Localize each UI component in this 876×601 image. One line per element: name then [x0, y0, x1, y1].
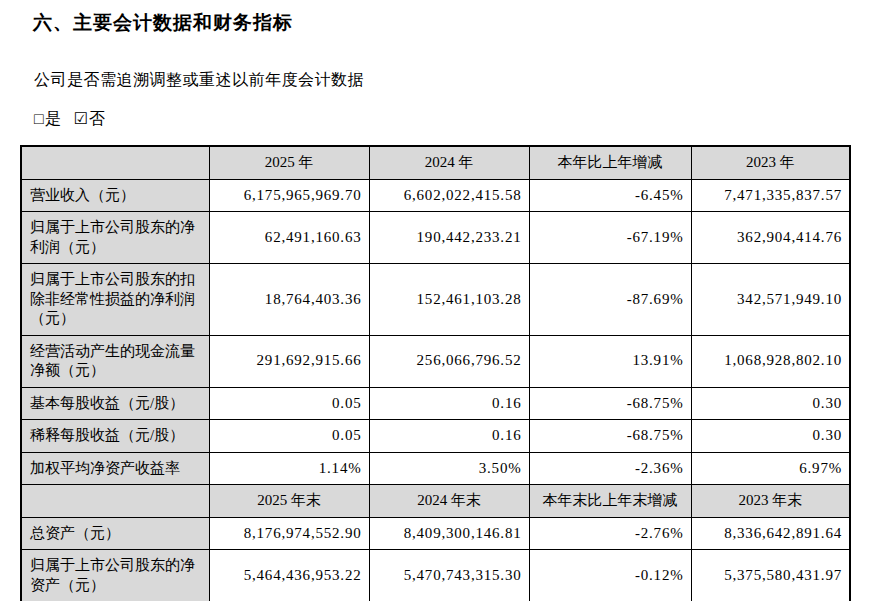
row-label: 归属于上市公司股东的净资产（元） [21, 550, 209, 601]
value-cell: 0.30 [691, 420, 850, 453]
column-header: 2025 年 [209, 146, 369, 179]
value-cell: 8,409,300,146.81 [369, 517, 529, 550]
table-row: 总资产（元）8,176,974,552.908,409,300,146.81-2… [21, 517, 850, 550]
value-cell: 0.05 [209, 387, 369, 420]
column-header: 本年末比上年末增减 [529, 485, 691, 518]
value-cell: 0.16 [369, 420, 529, 453]
value-cell: 8,176,974,552.90 [209, 517, 369, 550]
value-cell: 152,461,103.28 [369, 264, 529, 336]
table-row: 基本每股收益（元/股）0.050.16-68.75%0.30 [21, 387, 850, 420]
column-header: 2024 年末 [369, 485, 529, 518]
table-row: 归属于上市公司股东的净利润（元）62,491,160.63190,442,233… [21, 212, 850, 264]
value-cell: 0.30 [691, 387, 850, 420]
value-cell: 190,442,233.21 [369, 212, 529, 264]
row-label: 稀释每股收益（元/股） [21, 420, 209, 453]
value-cell: 6.97% [691, 452, 850, 485]
row-label: 归属于上市公司股东的净利润（元） [21, 212, 209, 264]
value-cell: 5,470,743,315.30 [369, 550, 529, 601]
value-cell: 256,066,796.52 [369, 335, 529, 387]
value-cell: -0.12% [529, 550, 691, 601]
corner-header-cell [21, 485, 209, 518]
checkbox-checked-icon: ☑ [74, 110, 88, 127]
value-cell: 5,375,580,431.97 [691, 550, 850, 601]
table-row: 归属于上市公司股东的净资产（元）5,464,436,953.225,470,74… [21, 550, 850, 601]
value-cell: -87.69% [529, 264, 691, 336]
value-cell: -68.75% [529, 387, 691, 420]
value-cell: -2.76% [529, 517, 691, 550]
value-cell: 1.14% [209, 452, 369, 485]
value-cell: 62,491,160.63 [209, 212, 369, 264]
table-header-row: 2025 年2024 年本年比上年增减2023 年 [21, 146, 850, 179]
value-cell: -2.36% [529, 452, 691, 485]
checkbox-unchecked-icon: □ [34, 110, 44, 127]
value-cell: 291,692,915.66 [209, 335, 369, 387]
value-cell: 5,464,436,953.22 [209, 550, 369, 601]
value-cell: 362,904,414.76 [691, 212, 850, 264]
table-row: 加权平均净资产收益率1.14%3.50%-2.36%6.97% [21, 452, 850, 485]
value-cell: -68.75% [529, 420, 691, 453]
value-cell: 1,068,928,802.10 [691, 335, 850, 387]
row-label: 经营活动产生的现金流量净额（元） [21, 335, 209, 387]
column-header: 2025 年末 [209, 485, 369, 518]
value-cell: 7,471,335,837.57 [691, 179, 850, 212]
option-no: ☑否 [74, 109, 105, 130]
corner-header-cell [21, 146, 209, 179]
value-cell: 342,571,949.10 [691, 264, 850, 336]
row-label: 归属于上市公司股东的扣除非经常性损益的净利润（元） [21, 264, 209, 336]
value-cell: 0.05 [209, 420, 369, 453]
table-row: 归属于上市公司股东的扣除非经常性损益的净利润（元）18,764,403.3615… [21, 264, 850, 336]
table-row: 营业收入（元）6,175,965,969.706,602,022,415.58-… [21, 179, 850, 212]
column-header: 2023 年 [691, 146, 850, 179]
value-cell: -6.45% [529, 179, 691, 212]
financial-indicators-table: 2025 年2024 年本年比上年增减2023 年营业收入（元）6,175,96… [20, 145, 851, 601]
page-title: 六、主要会计数据和财务指标 [0, 0, 876, 36]
value-cell: 6,175,965,969.70 [209, 179, 369, 212]
row-label: 加权平均净资产收益率 [21, 452, 209, 485]
value-cell: -67.19% [529, 212, 691, 264]
value-cell: 8,336,642,891.64 [691, 517, 850, 550]
value-cell: 0.16 [369, 387, 529, 420]
option-no-label: 否 [89, 110, 105, 127]
table-header-row: 2025 年末2024 年末本年末比上年末增减2023 年末 [21, 485, 850, 518]
financial-table-body: 2025 年2024 年本年比上年增减2023 年营业收入（元）6,175,96… [21, 146, 850, 601]
option-yes-label: 是 [45, 110, 61, 127]
table-row: 稀释每股收益（元/股）0.050.16-68.75%0.30 [21, 420, 850, 453]
value-cell: 6,602,022,415.58 [369, 179, 529, 212]
restatement-question: 公司是否需追溯调整或重述以前年度会计数据 [0, 36, 876, 91]
value-cell: 18,764,403.36 [209, 264, 369, 336]
column-header: 2023 年末 [691, 485, 850, 518]
row-label: 营业收入（元） [21, 179, 209, 212]
report-page: 六、主要会计数据和财务指标 公司是否需追溯调整或重述以前年度会计数据 □是 ☑否… [0, 0, 876, 601]
row-label: 总资产（元） [21, 517, 209, 550]
restatement-options: □是 ☑否 [0, 91, 876, 130]
option-yes: □是 [34, 109, 61, 130]
table-row: 经营活动产生的现金流量净额（元）291,692,915.66256,066,79… [21, 335, 850, 387]
row-label: 基本每股收益（元/股） [21, 387, 209, 420]
column-header: 本年比上年增减 [529, 146, 691, 179]
value-cell: 3.50% [369, 452, 529, 485]
column-header: 2024 年 [369, 146, 529, 179]
value-cell: 13.91% [529, 335, 691, 387]
